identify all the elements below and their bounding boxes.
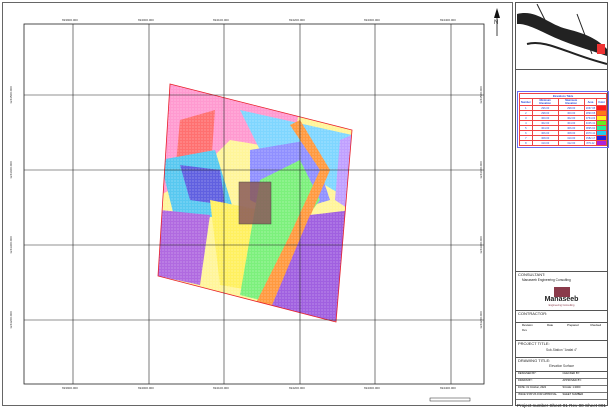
checked-by: CHECKED BY: [562,372,580,375]
revision-header: Revision Date Prepared Checked [516,323,607,327]
designed-by: DESIGNED BY: [518,372,537,375]
y-tick-right: 1243400.000 [478,161,483,179]
x-tick-bottom: 694300.000 [364,386,380,390]
y-tick-right: 1243500.000 [478,86,483,104]
title-block-panel: Elevations Table Number Minimum Elevatio… [515,2,609,408]
consultant-label: CONSULTANT: [518,272,546,277]
rev-col: Revision [522,323,533,327]
issue-status: ISSUE STATUS FOR APPROVAL [518,393,557,396]
x-tick: 694100.000 [213,18,229,22]
cell-min: 310.00 [531,140,559,146]
y-tick-right: 1243300.000 [478,236,483,254]
site-boundary [157,83,353,323]
rev: Rev 00 [569,402,584,408]
cell-n: 8 [519,140,533,146]
x-tick: 694400.000 [440,18,456,22]
drawing-title: Elevation Surface [549,364,574,368]
y-tick: 1243300.000 [8,236,13,254]
cell-area: 879.22 [583,140,598,146]
sheet-number-label: SHEET NUMBER [562,393,584,396]
sheet-total: Sheet 001 [585,402,606,408]
north-arrow-icon [494,8,500,36]
scale: SCALE: 1:2000 [562,386,581,389]
color-swatch [596,140,607,146]
sheet-border [2,2,513,406]
col-header: Area [583,98,598,106]
x-tick-bottom: 694100.000 [213,386,229,390]
date: DATE: 31 October, 2022 [518,386,547,389]
key-map-thumbnail [517,4,607,68]
x-tick: 694300.000 [364,18,380,22]
x-tick: 694200.000 [289,18,305,22]
cell-max: 312.00 [557,140,585,146]
grid-lines [24,24,484,384]
project-number: Project number [517,402,549,408]
rev-col: Prepared [567,323,579,327]
substation-footprint [238,181,272,225]
table-row: 3 300.00 302.00 3764.03 [519,115,607,121]
contractor-label: CONTRACTOR: [518,311,548,316]
drawing-title-label: DRAWING TITLE: [518,358,551,363]
y-tick: 1243200.000 [8,311,13,329]
y-tick: 1243400.000 [8,161,13,179]
map-frame [23,23,485,385]
col-header: Minimum Elevation [531,98,559,106]
project-title-label: PROJECT TITLE: [518,341,550,346]
x-tick: 694000.000 [138,18,154,22]
x-tick: 693900.000 [62,18,78,22]
footer-row: Project number Sheet 01 Rev 00 Sheet 001 [516,400,607,408]
table-row: 2 298.00 300.00 2890.65 [519,110,607,116]
col-header: Color [596,98,607,106]
rev-col: Date [547,323,554,327]
col-header: Maximum Elevation [557,98,585,106]
y-tick-right: 1243200.000 [478,311,483,329]
y-tick: 1243500.000 [8,86,13,104]
logo-subtext: Engineering Consulting [548,304,575,307]
project-title: Sub-Station "Arafat 4" [546,348,577,352]
col-header: Number [519,98,533,106]
logo-text: Manaseeb [544,296,579,303]
manaseeb-logo-icon [554,287,570,297]
sheet: Sheet 01 [549,402,568,408]
rev-row: Rev [522,328,527,332]
rev-col: Checked [590,323,602,327]
x-tick-bottom: 693900.000 [62,386,78,390]
x-tick-bottom: 694200.000 [289,386,305,390]
scale-bar [429,397,471,402]
approved-by: APPROVED BY: [562,379,582,382]
elevations-table: Elevations Table Number Minimum Elevatio… [517,91,609,148]
map-canvas[interactable] [0,0,515,408]
drawn-by: DRAWN BY: [518,379,533,382]
drawing-fields: DESIGNED BY: CHECKED BY: DRAWN BY: APPROVE… [516,372,607,408]
table-row: 8 310.00 312.00 879.22 [519,140,607,146]
consultant-name: Manaseeb Engineering Consulting [522,278,571,282]
x-tick-bottom: 694400.000 [440,386,456,390]
x-tick-bottom: 694000.000 [138,386,154,390]
north-label: N [494,20,499,26]
